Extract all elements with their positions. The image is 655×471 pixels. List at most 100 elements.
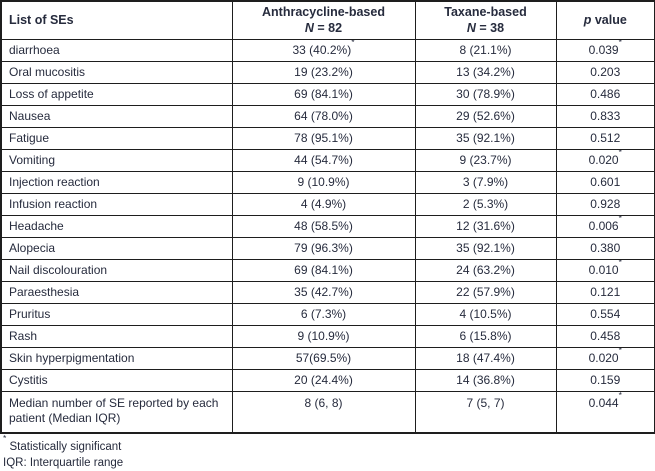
taxane-value-cell: 22 (57.9%) [414,280,557,304]
se-label-cell: Rash [0,324,233,348]
p-value-cell: 0.159 [555,368,655,392]
header-row: List of SEs Anthracycline-based N = 82 T… [0,0,655,40]
taxane-value-cell: 29 (52.6%) [414,104,557,128]
table-row: Loss of appetite 69 (84.1%) 30 (78.9%) 0.48… [0,82,655,106]
n-count-text: = 82 [313,21,343,36]
anthracycline-value-cell: 33 (40.2%)* [231,38,416,62]
se-label-cell: diarrhoea [0,38,233,62]
anthracycline-value-cell: 35 (42.7%) [231,280,416,304]
table-row: Nausea 64 (78.0%) 29 (52.6%) 0.833 [0,104,655,128]
p-value-cell: 0.039* [555,38,655,62]
se-label-cell: Median number of SE reported by each pat… [0,390,233,434]
taxane-value-cell: 30 (78.9%) [414,82,557,106]
p-value-cell: 0.380 [555,236,655,260]
p-value-cell: 0.833 [555,104,655,128]
footnote-text: IQR: Interquartile range [3,457,124,469]
p-value-cell: 0.458 [555,324,655,348]
anthracycline-value-cell: 69 (84.1%) [231,258,416,282]
col-header-title: Taxane-based [444,5,527,20]
taxane-value-cell: 3 (7.9%) [414,170,557,194]
se-label-cell: Vomiting [0,148,233,172]
table-row: Paraesthesia 35 (42.7%) 22 (57.9%) 0.121 [0,280,655,304]
footnote-text: Statistically significant [9,441,122,453]
taxane-value-cell: 12 (31.6%) [414,214,557,238]
n-symbol: N [304,21,314,36]
anthracycline-value-cell: 6 (7.3%) [231,302,416,326]
col-header-anthracycline: Anthracycline-based N = 82 [231,0,416,40]
se-label-cell: Nausea [0,104,233,128]
table-row: Nail discolouration 69 (84.1%) 24 (63.2%) 0… [0,258,655,282]
footnotes: * Statistically significant IQR: Interqu… [0,434,655,471]
taxane-value-cell: 4 (10.5%) [414,302,557,326]
anthracycline-value-cell: 4 (4.9%) [231,192,416,216]
taxane-value-cell: 8 (21.1%) [414,38,557,62]
p-value-cell: 0.928 [555,192,655,216]
taxane-value-cell: 2 (5.3%) [414,192,557,216]
p-symbol: p [583,13,592,28]
se-label-cell: Cystitis [0,368,233,392]
p-value-cell: 0.554 [555,302,655,326]
taxane-value-cell: 35 (92.1%) [414,126,557,150]
p-value-cell: 0.020* [555,346,655,370]
p-value-cell: 0.203 [555,60,655,84]
anthracycline-value-cell: 64 (78.0%) [231,104,416,128]
footnote-statistically-significant: * Statistically significant [3,434,655,455]
anthracycline-value-cell: 48 (58.5%) [231,214,416,238]
se-label-cell: Infusion reaction [0,192,233,216]
col-header-title: Anthracycline-based [262,5,385,20]
col-header-n-count: N = 82 [237,20,411,36]
taxane-value-cell: 18 (47.4%) [414,346,557,370]
p-value-cell: 0.486 [555,82,655,106]
col-header-label: List of SEs [9,13,74,28]
footnote-iqr: IQR: Interquartile range [3,455,655,471]
table-row: Alopecia 79 (96.3%) 35 (92.1%) 0.380 [0,236,655,260]
p-value-cell: 0.020* [555,148,655,172]
se-label-cell: Injection reaction [0,170,233,194]
table-row: Skin hyperpigmentation 57(69.5%) 18 (47.4%… [0,346,655,370]
p-value-cell: 0.512 [555,126,655,150]
table-row: Median number of SE reported by each pat… [0,390,655,434]
n-symbol: N [466,21,476,36]
se-label-cell: Loss of appetite [0,82,233,106]
taxane-value-cell: 9 (23.7%) [414,148,557,172]
table-row: Injection reaction 9 (10.9%) 3 (7.9%) 0.601 [0,170,655,194]
p-value-cell: 0.010* [555,258,655,282]
table-row: Rash 9 (10.9%) 6 (15.8%) 0.458 [0,324,655,348]
se-label-cell: Fatigue [0,126,233,150]
se-label-cell: Alopecia [0,236,233,260]
p-value-cell: 0.044* [555,390,655,434]
taxane-value-cell: 35 (92.1%) [414,236,557,260]
anthracycline-value-cell: 44 (54.7%) [231,148,416,172]
table-row: Headache 48 (58.5%) 12 (31.6%) 0.006* [0,214,655,238]
col-header-n-count: N = 38 [420,20,552,36]
taxane-value-cell: 13 (34.2%) [414,60,557,84]
anthracycline-value-cell: 78 (95.1%) [231,126,416,150]
side-effects-table: List of SEs Anthracycline-based N = 82 T… [0,0,655,434]
anthracycline-value-cell: 19 (23.2%) [231,60,416,84]
se-label-cell: Paraesthesia [0,280,233,304]
table-row: Oral mucositis 19 (23.2%) 13 (34.2%) 0.203 [0,60,655,84]
se-label-cell: Oral mucositis [0,60,233,84]
anthracycline-value-cell: 79 (96.3%) [231,236,416,260]
anthracycline-value-cell: 8 (6, 8) [231,390,416,434]
se-label-cell: Nail discolouration [0,258,233,282]
taxane-value-cell: 7 (5, 7) [414,390,557,434]
taxane-value-cell: 14 (36.8%) [414,368,557,392]
p-value-text: value [591,13,627,28]
se-label-cell: Skin hyperpigmentation [0,346,233,370]
se-label-cell: Headache [0,214,233,238]
p-value-cell: 0.601 [555,170,655,194]
col-header-p-value: p value [555,0,655,40]
col-header-list-of-ses: List of SEs [0,0,233,40]
asterisk-marker: * [3,433,7,444]
table-row: Pruritus 6 (7.3%) 4 (10.5%) 0.554 [0,302,655,326]
table-row: diarrhoea 33 (40.2%)* 8 (21.1%) 0.039* [0,38,655,62]
col-header-taxane: Taxane-based N = 38 [414,0,557,40]
table-row: Infusion reaction 4 (4.9%) 2 (5.3%) 0.928 [0,192,655,216]
table-row: Vomiting 44 (54.7%) 9 (23.7%) 0.020* [0,148,655,172]
anthracycline-value-cell: 9 (10.9%) [231,170,416,194]
n-count-text: = 38 [475,21,505,36]
anthracycline-value-cell: 20 (24.4%) [231,368,416,392]
taxane-value-cell: 6 (15.8%) [414,324,557,348]
